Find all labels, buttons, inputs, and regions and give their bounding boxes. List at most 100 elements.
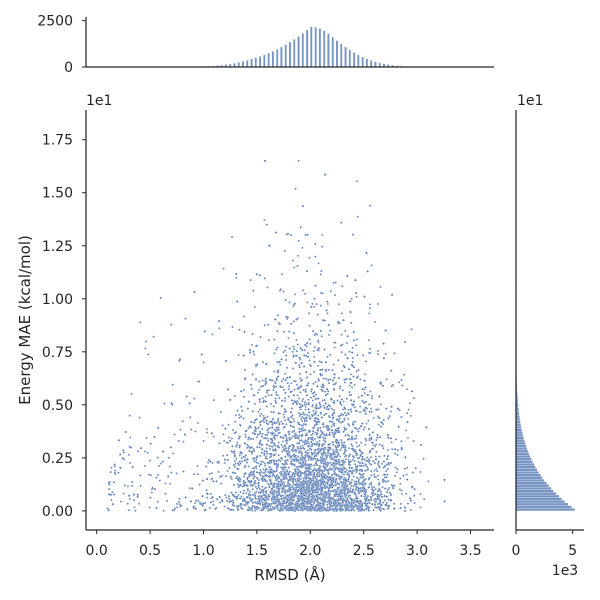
scatter-point: [320, 388, 323, 391]
scatter-point: [214, 507, 217, 511]
scatter-point: [307, 479, 311, 483]
scatter-point: [340, 221, 343, 224]
scatter-point: [257, 497, 260, 500]
scatter-point: [255, 467, 258, 470]
scatter-point: [371, 503, 374, 506]
scatter-point: [308, 411, 311, 414]
scatter-point: [285, 439, 288, 442]
scatter-point: [331, 368, 334, 372]
scatter-point: [119, 500, 123, 503]
scatter-point: [315, 404, 318, 407]
scatter-point: [336, 399, 339, 402]
scatter-point: [321, 459, 324, 462]
scatter-point: [309, 342, 312, 346]
scatter-point: [273, 470, 276, 473]
scatter-point: [292, 435, 295, 438]
scatter-point: [313, 417, 317, 420]
scatter-point: [157, 464, 161, 468]
scatter-point: [379, 403, 383, 406]
scatter-point: [251, 467, 255, 470]
scatter-point: [324, 377, 328, 380]
scatter-point: [311, 485, 314, 488]
scatter-point: [258, 274, 261, 277]
scatter-point: [231, 493, 234, 496]
scatter-point: [308, 414, 311, 418]
scatter-point: [236, 505, 239, 509]
scatter-point: [290, 399, 294, 402]
scatter-point: [297, 411, 301, 415]
scatter-point: [217, 461, 220, 465]
scatter-point: [383, 454, 386, 457]
scatter-point: [285, 233, 288, 236]
scatter-point: [192, 473, 196, 476]
scatter-point: [298, 434, 301, 437]
scatter-point: [348, 384, 352, 387]
scatter-point: [307, 398, 310, 401]
scatter-point: [342, 478, 345, 481]
scatter-point: [261, 501, 264, 504]
scatter-point: [232, 501, 235, 504]
scatter-point: [165, 499, 169, 503]
scatter-point: [162, 509, 165, 512]
scatter-point: [285, 508, 288, 512]
scatter-point: [236, 478, 240, 482]
scatter-point: [251, 501, 255, 504]
scatter-point: [276, 496, 279, 499]
scatter-point: [132, 493, 136, 496]
scatter-point: [114, 472, 117, 475]
scatter-point: [336, 453, 339, 457]
scatter-point: [205, 431, 209, 434]
scatter-point: [356, 428, 359, 431]
scatter-point: [368, 347, 372, 350]
scatter-point: [413, 501, 416, 505]
scatter-point: [297, 489, 300, 492]
scatter-point: [380, 421, 383, 424]
scatter-point: [366, 468, 369, 471]
scatter-point: [260, 451, 264, 454]
scatter-point: [345, 485, 349, 488]
scatter-point: [267, 497, 270, 501]
scatter-point: [270, 459, 273, 462]
scatter-point: [337, 303, 341, 306]
scatter-point: [378, 395, 381, 398]
scatter-point: [253, 459, 256, 463]
scatter-point: [291, 430, 294, 434]
scatter-point: [270, 437, 273, 441]
scatter-point: [326, 312, 329, 315]
scatter-point: [376, 474, 380, 477]
scatter-point: [368, 351, 371, 355]
scatter-point: [368, 451, 372, 454]
scatter-point: [335, 441, 338, 444]
scatter-point: [209, 492, 213, 496]
scatter-point: [320, 335, 323, 338]
scatter-point: [146, 451, 149, 455]
scatter-point: [383, 473, 386, 476]
scatter-point: [240, 456, 243, 460]
scatter-point: [235, 476, 238, 480]
scatter-point: [392, 486, 395, 490]
scatter-point: [251, 373, 254, 376]
scatter-point: [390, 384, 393, 388]
scatter-point: [386, 455, 389, 458]
scatter-point: [362, 487, 366, 490]
scatter-point: [277, 458, 280, 462]
scatter-point: [292, 331, 296, 335]
scatter-point: [299, 377, 302, 380]
scatter-point: [410, 390, 414, 393]
scatter-point: [276, 508, 279, 511]
scatter-point: [394, 452, 397, 455]
scatter-point: [338, 492, 341, 496]
scatter-point: [130, 480, 134, 484]
scatter-point: [291, 350, 294, 353]
scatter-point: [391, 484, 394, 488]
scatter-point: [275, 469, 278, 472]
scatter-point: [401, 384, 404, 387]
scatter-point: [200, 353, 203, 356]
scatter-point: [406, 412, 409, 415]
top-histogram-bar: [322, 30, 326, 68]
scatter-point: [330, 473, 334, 477]
scatter-point: [342, 444, 345, 447]
top-histogram-bar: [246, 60, 249, 68]
top-histogram-bar: [374, 61, 377, 68]
scatter-point: [331, 508, 334, 511]
